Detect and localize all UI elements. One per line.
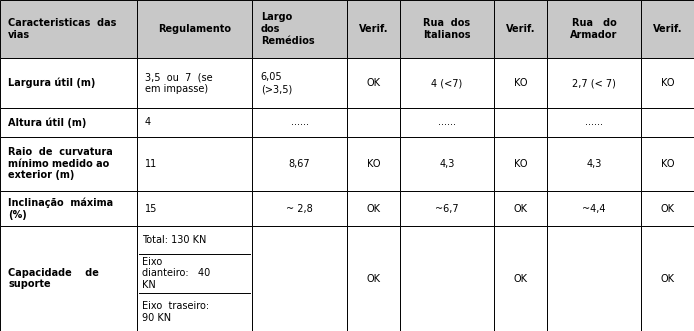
- Text: 4,3: 4,3: [439, 159, 455, 168]
- Bar: [494, 191, 547, 226]
- Bar: [0, 226, 137, 331]
- Bar: [0, 191, 137, 226]
- Bar: [137, 136, 253, 191]
- Text: 11: 11: [145, 159, 158, 168]
- Text: Verif.: Verif.: [359, 24, 388, 34]
- Bar: [137, 226, 253, 331]
- Bar: [0, 0, 137, 58]
- Text: 15: 15: [145, 204, 158, 213]
- Bar: [400, 136, 494, 191]
- Bar: [547, 136, 641, 191]
- Text: Largo
dos
Remédios: Largo dos Remédios: [261, 12, 314, 46]
- Bar: [400, 226, 494, 331]
- Text: KO: KO: [514, 159, 527, 168]
- Bar: [0, 109, 137, 136]
- Text: OK: OK: [514, 204, 527, 213]
- Bar: [494, 109, 547, 136]
- Text: ~4,4: ~4,4: [582, 204, 606, 213]
- Text: ~6,7: ~6,7: [435, 204, 459, 213]
- Text: Caracteristicas  das
vias: Caracteristicas das vias: [8, 18, 117, 40]
- Text: 4 (<7): 4 (<7): [431, 78, 462, 88]
- Text: ......: ......: [585, 118, 603, 127]
- Bar: [253, 191, 347, 226]
- Text: OK: OK: [661, 204, 675, 213]
- Text: ......: ......: [291, 118, 309, 127]
- Bar: [494, 58, 547, 109]
- Bar: [253, 136, 347, 191]
- Bar: [137, 109, 253, 136]
- Bar: [137, 58, 253, 109]
- Bar: [347, 136, 400, 191]
- Bar: [400, 58, 494, 109]
- Bar: [547, 0, 641, 58]
- Bar: [137, 0, 253, 58]
- Bar: [547, 226, 641, 331]
- Bar: [547, 191, 641, 226]
- Bar: [494, 136, 547, 191]
- Text: Total: 130 KN: Total: 130 KN: [142, 235, 207, 245]
- Text: Eixo
dianteiro:   40
KN: Eixo dianteiro: 40 KN: [142, 257, 210, 290]
- Bar: [347, 191, 400, 226]
- Bar: [494, 0, 547, 58]
- Text: Regulamento: Regulamento: [158, 24, 231, 34]
- Text: KO: KO: [514, 78, 527, 88]
- Bar: [347, 0, 400, 58]
- Text: OK: OK: [366, 204, 380, 213]
- Bar: [137, 191, 253, 226]
- Text: KO: KO: [661, 78, 675, 88]
- Text: 3,5  ou  7  (se
em impasse): 3,5 ou 7 (se em impasse): [145, 72, 212, 94]
- Text: Capacidade    de
suporte: Capacidade de suporte: [8, 268, 99, 289]
- Bar: [347, 58, 400, 109]
- Bar: [253, 226, 347, 331]
- Text: Rua  dos
Italianos: Rua dos Italianos: [423, 18, 471, 40]
- Bar: [641, 58, 694, 109]
- Text: OK: OK: [366, 274, 380, 284]
- Text: Verif.: Verif.: [506, 24, 535, 34]
- Text: KO: KO: [366, 159, 380, 168]
- Bar: [641, 0, 694, 58]
- Text: Largura útil (m): Largura útil (m): [8, 78, 96, 88]
- Text: OK: OK: [661, 274, 675, 284]
- Bar: [253, 58, 347, 109]
- Text: 6,05
(>3,5): 6,05 (>3,5): [261, 72, 292, 94]
- Bar: [0, 58, 137, 109]
- Bar: [400, 109, 494, 136]
- Bar: [641, 191, 694, 226]
- Bar: [641, 109, 694, 136]
- Text: Rua   do
Armador: Rua do Armador: [570, 18, 618, 40]
- Bar: [641, 136, 694, 191]
- Text: OK: OK: [366, 78, 380, 88]
- Text: Raio  de  curvatura
mínimo medido ao
exterior (m): Raio de curvatura mínimo medido ao exter…: [8, 147, 113, 180]
- Text: 4: 4: [145, 118, 151, 127]
- Bar: [400, 0, 494, 58]
- Bar: [0, 136, 137, 191]
- Bar: [347, 226, 400, 331]
- Text: Eixo  traseiro:
90 KN: Eixo traseiro: 90 KN: [142, 301, 210, 323]
- Bar: [253, 0, 347, 58]
- Text: Altura útil (m): Altura útil (m): [8, 117, 87, 128]
- Text: ~ 2,8: ~ 2,8: [287, 204, 313, 213]
- Text: Verif.: Verif.: [653, 24, 682, 34]
- Text: OK: OK: [514, 274, 527, 284]
- Text: 2,7 (< 7): 2,7 (< 7): [572, 78, 616, 88]
- Bar: [641, 226, 694, 331]
- Bar: [494, 226, 547, 331]
- Text: Inclinação  máxima
(%): Inclinação máxima (%): [8, 198, 113, 219]
- Bar: [347, 109, 400, 136]
- Bar: [547, 58, 641, 109]
- Bar: [400, 191, 494, 226]
- Text: ......: ......: [438, 118, 456, 127]
- Bar: [547, 109, 641, 136]
- Text: 8,67: 8,67: [289, 159, 310, 168]
- Text: 4,3: 4,3: [586, 159, 602, 168]
- Text: KO: KO: [661, 159, 675, 168]
- Bar: [253, 109, 347, 136]
